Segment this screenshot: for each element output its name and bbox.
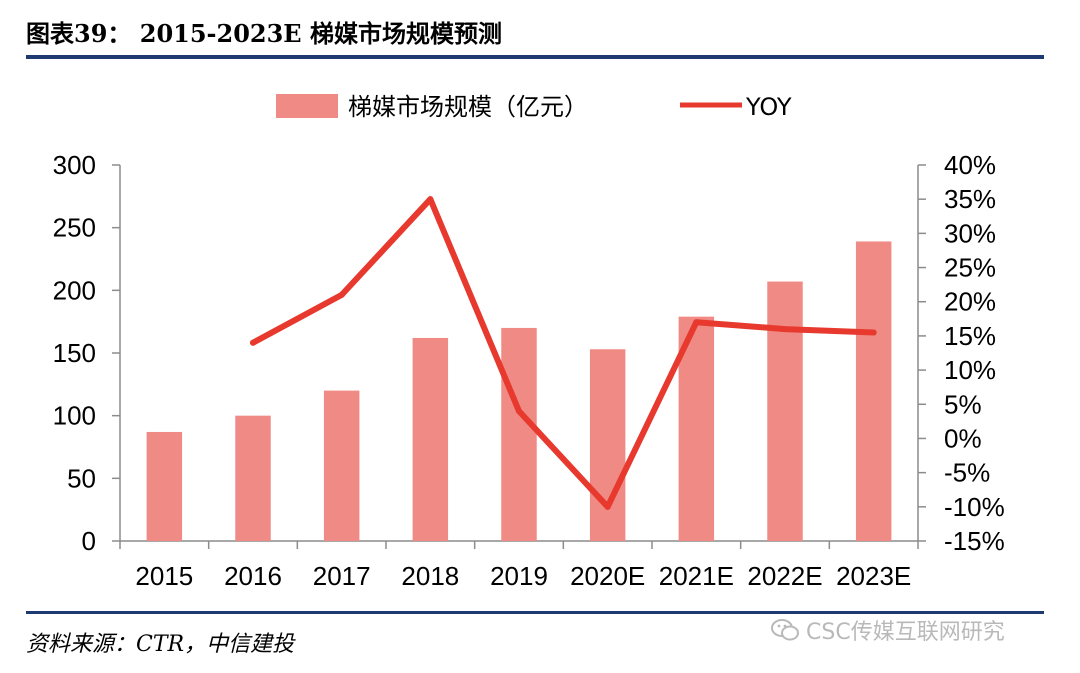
bottom-rule [26, 611, 1044, 614]
y-right-tick-label: 40% [944, 150, 996, 180]
y-right-tick-label: 25% [944, 253, 996, 283]
x-tick-label: 2020E [570, 561, 645, 591]
bar-2018 [412, 337, 449, 541]
figure-title: 图表39： 2015-2023E 梯媒市场规模预测 [26, 19, 502, 48]
yoy-series-line [250, 196, 877, 510]
y-right-tick-label: 5% [944, 389, 982, 419]
y-right-tick-label: 35% [944, 184, 996, 214]
y-left-tick-label: 200 [53, 275, 96, 305]
x-tick-label: 2021E [659, 561, 734, 591]
bar-2016 [235, 415, 271, 541]
x-tick-label: 2022E [747, 561, 822, 591]
x-tick-label: 2015 [135, 561, 193, 591]
x-tick-label: 2017 [313, 561, 371, 591]
yoy-point-2018 [427, 196, 434, 203]
y-left-tick-label: 150 [53, 338, 96, 368]
top-rule [26, 55, 1044, 59]
watermark: CSC传媒互联网研究 [770, 614, 1005, 646]
y-left-tick-label: 100 [53, 401, 96, 431]
y-right-tick-label: 20% [944, 287, 996, 317]
bar-2021E [678, 316, 715, 541]
bar-2022E [767, 281, 803, 541]
yoy-point-2016 [250, 339, 256, 346]
y-left-tick-label: 300 [53, 150, 96, 180]
y-right-tick-label: 10% [944, 355, 996, 385]
y-right-tick-label: -15% [944, 526, 1005, 556]
source-note: 资料来源：CTR，中信建投 [26, 632, 295, 657]
legend-line-label: YOY [745, 93, 792, 121]
chart: 梯媒市场规模（亿元） YOY 0 50 100 150 200 250 300 -15% -10… [53, 93, 1005, 591]
legend-bar-label: 梯媒市场规模（亿元） [348, 93, 588, 121]
y-right-tick-label: 15% [944, 321, 996, 351]
x-tick-label: 2023E [836, 561, 911, 591]
y-left-tick-label: 50 [67, 463, 96, 493]
yoy-point-2023E [870, 329, 877, 336]
yoy-point-2019 [516, 408, 522, 415]
x-tick-label: 2016 [224, 561, 282, 591]
yoy-point-2020E [604, 503, 611, 510]
y-right-tick-label: 30% [944, 218, 996, 248]
y-left-tick-label: 250 [53, 213, 96, 243]
y-right-tick-label: 0% [944, 423, 982, 453]
watermark-text: CSC传媒互联网研究 [806, 620, 1005, 645]
yoy-point-2017 [338, 291, 345, 298]
legend: 梯媒市场规模（亿元） YOY [276, 93, 792, 121]
y-right-tick-label: -10% [944, 492, 1005, 522]
yoy-point-2021E [693, 319, 700, 326]
x-tick-label: 2019 [490, 561, 548, 591]
bar-2017 [323, 390, 360, 541]
legend-bar-swatch [276, 94, 338, 118]
bar-2023E [855, 241, 892, 541]
yoy-point-2022E [782, 326, 788, 333]
y-left-tick-label: 0 [82, 526, 96, 556]
bar-2015 [146, 431, 183, 541]
bar-2020E [589, 349, 626, 541]
x-tick-label: 2018 [401, 561, 459, 591]
y-right-tick-label: -5% [944, 458, 990, 488]
bar-2019 [501, 327, 537, 541]
wechat-icon [771, 619, 799, 641]
